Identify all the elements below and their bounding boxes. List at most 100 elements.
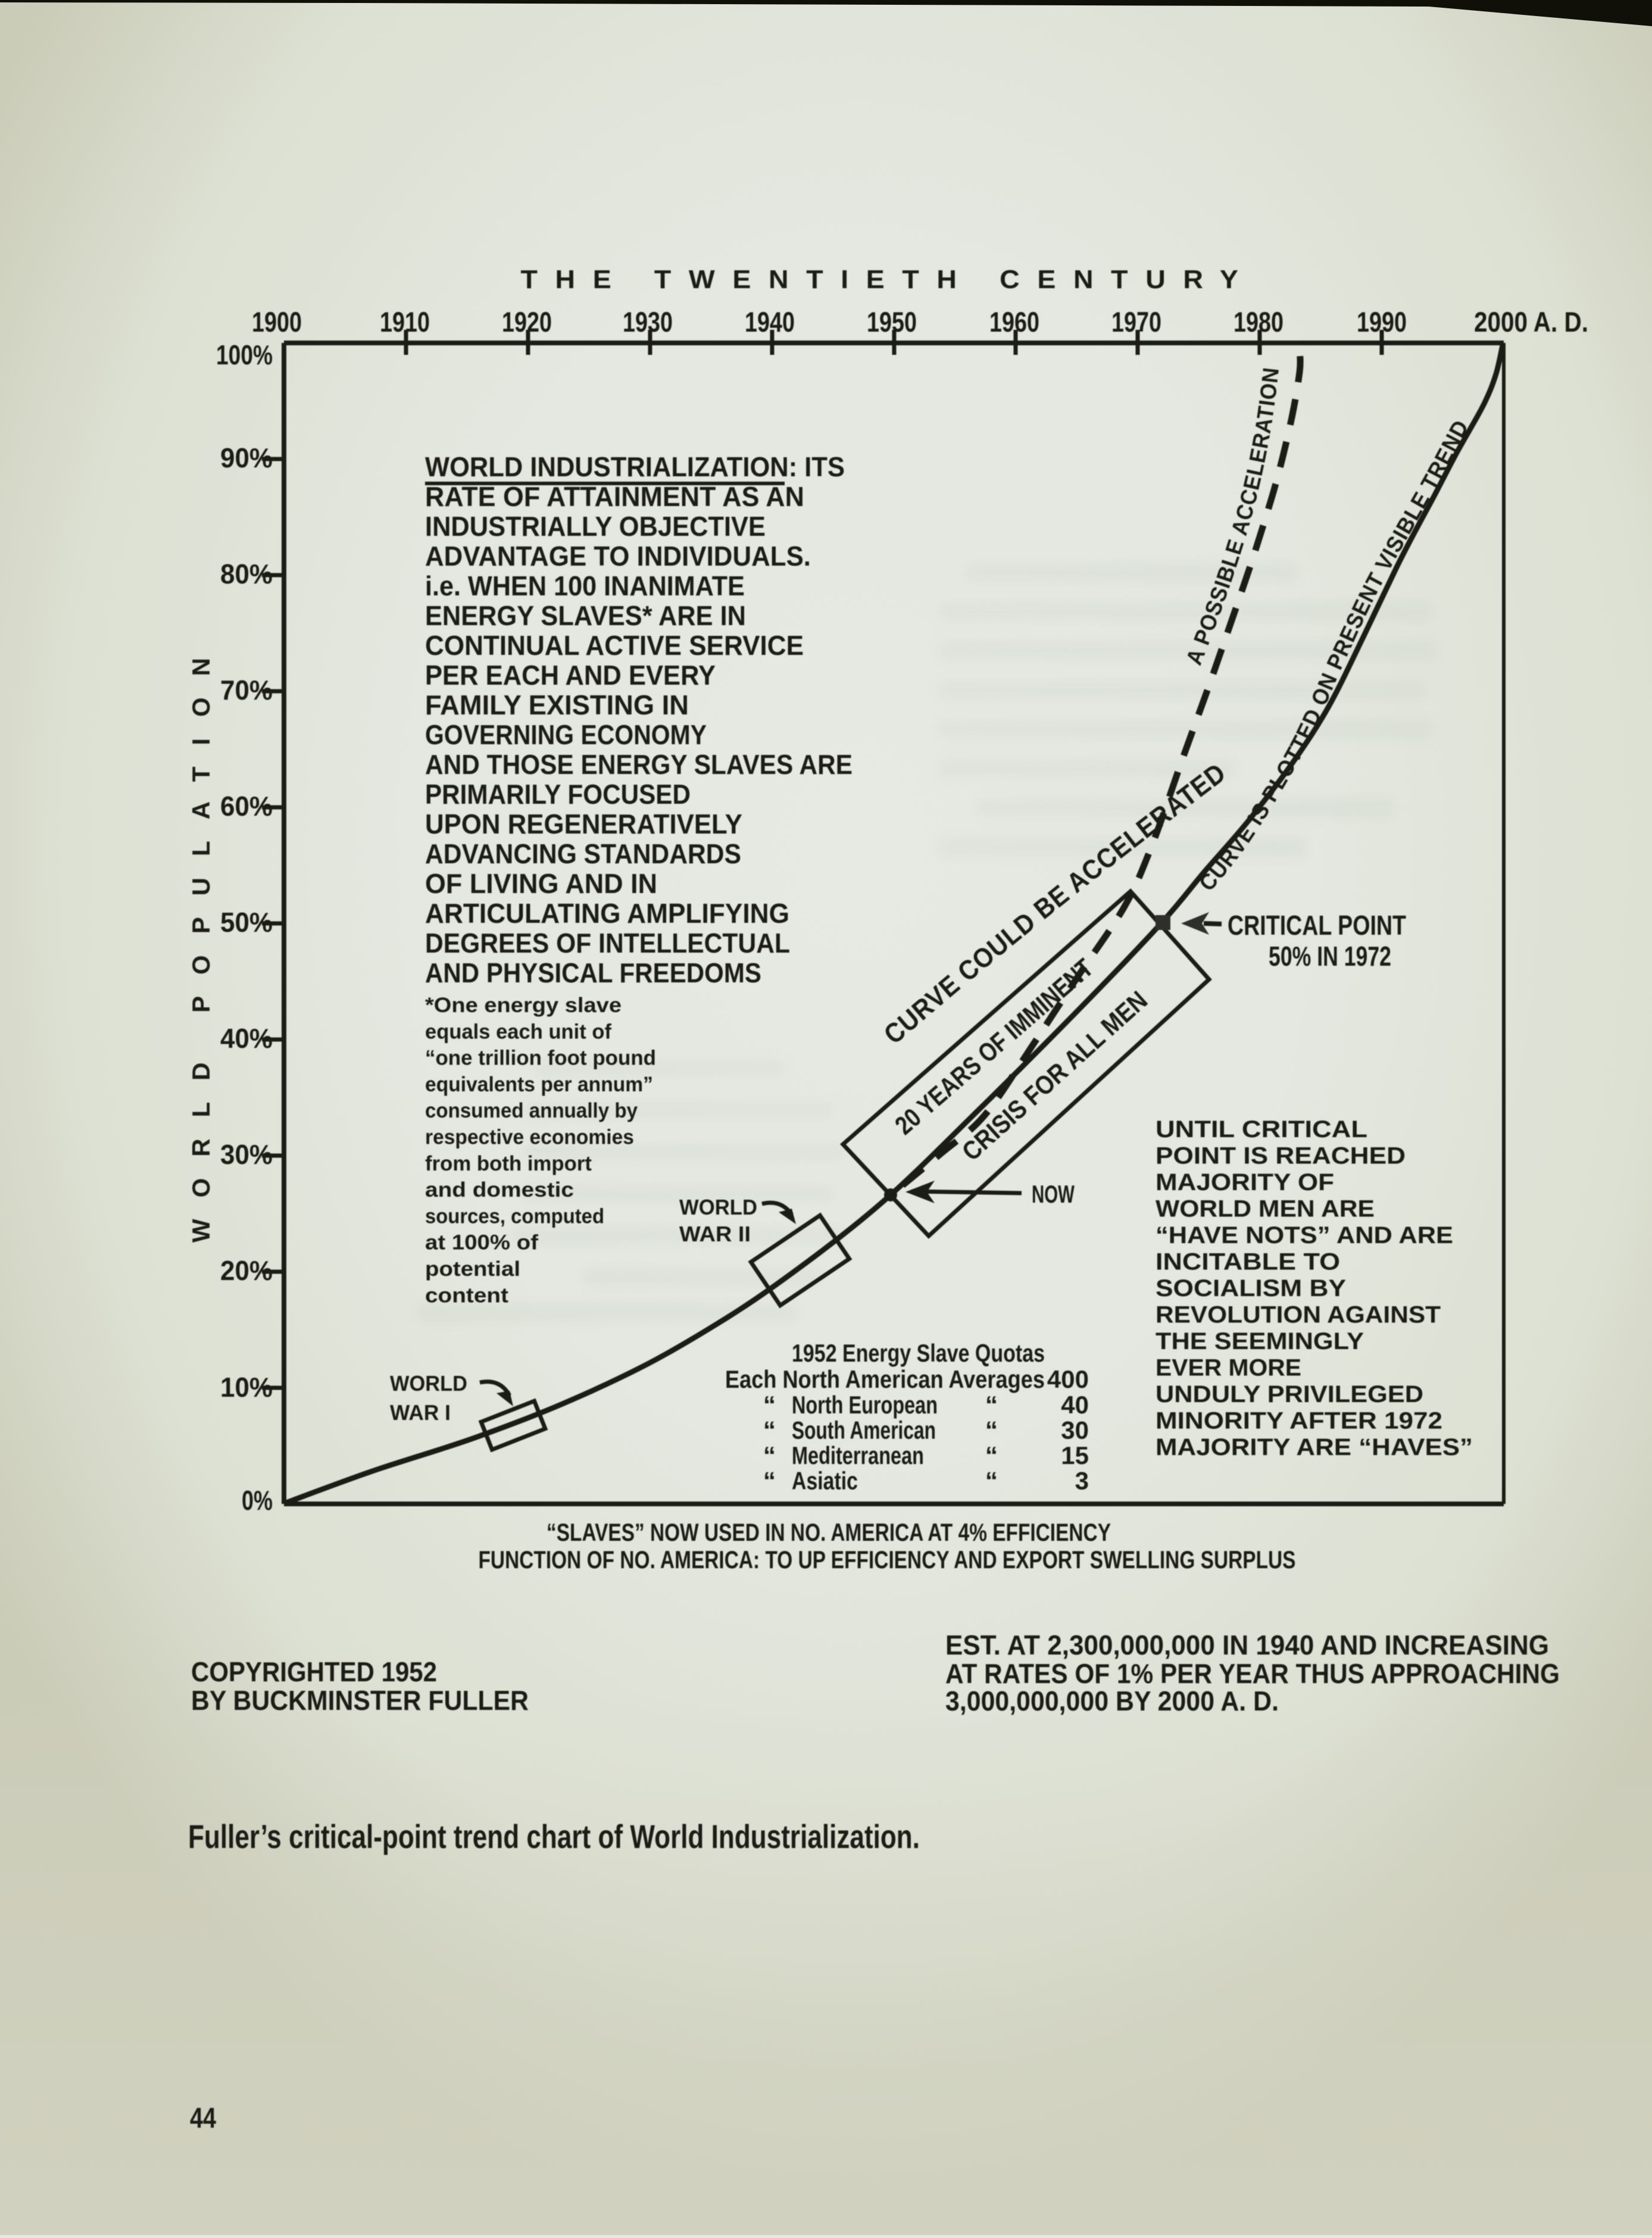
- svg-text:THE TWENTIETH CENTURY: THE TWENTIETH CENTURY: [521, 265, 1256, 294]
- svg-text:1960: 1960: [989, 306, 1039, 338]
- svg-text:South American: South American: [792, 1416, 936, 1444]
- svg-text:AND PHYSICAL FREEDOMS: AND PHYSICAL FREEDOMS: [425, 957, 761, 988]
- svg-text:PRIMARILY FOCUSED: PRIMARILY FOCUSED: [425, 779, 691, 810]
- svg-text:i.e. WHEN 100 INANIMATE: i.e. WHEN 100 INANIMATE: [425, 570, 745, 601]
- svg-text:1980: 1980: [1233, 306, 1283, 338]
- svg-text:WORLD INDUSTRIALIZATION: ITS: WORLD INDUSTRIALIZATION: ITS: [425, 451, 845, 482]
- svg-text:“SLAVES” NOW USED IN NO. AMERI: “SLAVES” NOW USED IN NO. AMERICA AT 4% E…: [546, 1518, 1111, 1546]
- svg-text:WAR I: WAR I: [390, 1400, 451, 1425]
- svg-text:Mediterranean: Mediterranean: [792, 1441, 924, 1469]
- svg-text:ARTICULATING AMPLIFYING: ARTICULATING AMPLIFYING: [425, 898, 789, 929]
- svg-text:AT RATES OF 1% PER YEAR THUS A: AT RATES OF 1% PER YEAR THUS APPROACHING: [945, 1658, 1560, 1689]
- svg-text:WORLD: WORLD: [679, 1195, 757, 1219]
- svg-text:50%: 50%: [220, 907, 273, 938]
- svg-text:INCITABLE TO: INCITABLE TO: [1156, 1249, 1340, 1275]
- svg-text:3: 3: [1075, 1467, 1089, 1495]
- svg-text:AND THOSE ENERGY SLAVES ARE: AND THOSE ENERGY SLAVES ARE: [425, 749, 852, 780]
- svg-text:and domestic: and domestic: [425, 1178, 574, 1201]
- svg-text:“: “: [985, 1416, 998, 1444]
- svg-text:“: “: [763, 1416, 776, 1444]
- svg-text:1990: 1990: [1357, 306, 1407, 338]
- svg-text:sources, computed: sources, computed: [425, 1204, 604, 1228]
- svg-text:POINT IS REACHED: POINT IS REACHED: [1156, 1143, 1406, 1169]
- svg-text:WORLD MEN ARE: WORLD MEN ARE: [1156, 1196, 1375, 1222]
- svg-text:*One energy slave: *One energy slave: [425, 994, 622, 1017]
- svg-text:60%: 60%: [220, 791, 273, 822]
- svg-text:COPYRIGHTED 1952: COPYRIGHTED 1952: [191, 1656, 437, 1687]
- svg-text:1940: 1940: [745, 306, 795, 338]
- svg-text:equals each unit of: equals each unit of: [425, 1020, 611, 1043]
- svg-text:30%: 30%: [220, 1139, 273, 1170]
- svg-text:1900: 1900: [252, 306, 302, 338]
- svg-text:“: “: [985, 1391, 998, 1419]
- svg-text:3,000,000,000 BY 2000 A. D.: 3,000,000,000 BY 2000 A. D.: [945, 1685, 1279, 1716]
- svg-text:THE SEEMINGLY: THE SEEMINGLY: [1156, 1328, 1364, 1354]
- svg-text:Fuller’s critical-point trend: Fuller’s critical-point trend chart of W…: [188, 1818, 920, 1855]
- svg-text:EVER MORE: EVER MORE: [1156, 1355, 1301, 1381]
- svg-text:Each North American Averages: Each North American Averages: [725, 1365, 1045, 1393]
- svg-text:1952 Energy Slave Quotas: 1952 Energy Slave Quotas: [792, 1339, 1045, 1367]
- svg-text:consumed annually by: consumed annually by: [425, 1099, 638, 1122]
- svg-text:respective economies: respective economies: [425, 1126, 634, 1149]
- svg-text:ENERGY SLAVES* ARE IN: ENERGY SLAVES* ARE IN: [425, 600, 746, 631]
- svg-text:1910: 1910: [380, 306, 430, 338]
- svg-text:OF LIVING AND IN: OF LIVING AND IN: [425, 868, 657, 899]
- svg-text:2000 A. D.: 2000 A. D.: [1474, 306, 1588, 338]
- svg-text:“: “: [763, 1391, 776, 1419]
- svg-text:REVOLUTION AGAINST: REVOLUTION AGAINST: [1156, 1302, 1441, 1328]
- svg-text:North European: North European: [792, 1391, 938, 1419]
- svg-text:from both import: from both import: [425, 1152, 592, 1175]
- svg-text:1920: 1920: [502, 306, 552, 338]
- svg-text:80%: 80%: [220, 558, 273, 589]
- svg-text:SOCIALISM BY: SOCIALISM BY: [1156, 1275, 1346, 1301]
- svg-text:UPON REGENERATIVELY: UPON REGENERATIVELY: [425, 809, 742, 839]
- svg-text:70%: 70%: [220, 675, 273, 706]
- svg-text:“: “: [763, 1467, 776, 1495]
- svg-text:0%: 0%: [242, 1485, 273, 1516]
- svg-text:10%: 10%: [220, 1372, 273, 1403]
- svg-text:PER EACH AND EVERY: PER EACH AND EVERY: [425, 660, 716, 691]
- svg-text:NOW: NOW: [1032, 1180, 1075, 1208]
- svg-text:BY BUCKMINSTER FULLER: BY BUCKMINSTER FULLER: [191, 1685, 529, 1716]
- svg-text:1930: 1930: [623, 306, 673, 338]
- svg-text:15: 15: [1061, 1441, 1089, 1469]
- svg-text:MAJORITY ARE “HAVES”: MAJORITY ARE “HAVES”: [1156, 1434, 1473, 1460]
- svg-text:UNTIL CRITICAL: UNTIL CRITICAL: [1156, 1116, 1367, 1143]
- svg-text:potential: potential: [425, 1257, 520, 1281]
- svg-text:RATE OF ATTAINMENT AS AN: RATE OF ATTAINMENT AS AN: [425, 481, 804, 512]
- svg-text:CONTINUAL ACTIVE SERVICE: CONTINUAL ACTIVE SERVICE: [425, 630, 804, 661]
- svg-text:FUNCTION OF NO. AMERICA: TO U: FUNCTION OF NO. AMERICA: TO UP EFFICIENC…: [479, 1546, 1296, 1574]
- svg-text:400: 400: [1047, 1365, 1089, 1393]
- svg-text:DEGREES OF INTELLECTUAL: DEGREES OF INTELLECTUAL: [425, 928, 790, 959]
- svg-text:“one trillion foot pound: “one trillion foot pound: [425, 1047, 656, 1070]
- svg-text:“: “: [985, 1467, 998, 1495]
- svg-text:WORLD: WORLD: [390, 1371, 467, 1396]
- svg-text:FAMILY EXISTING IN: FAMILY EXISTING IN: [425, 689, 689, 720]
- svg-text:UNDULY PRIVILEGED: UNDULY PRIVILEGED: [1156, 1381, 1423, 1407]
- svg-text:content: content: [425, 1284, 508, 1307]
- svg-text:MAJORITY OF: MAJORITY OF: [1156, 1169, 1334, 1196]
- svg-text:MINORITY AFTER 1972: MINORITY AFTER 1972: [1156, 1408, 1442, 1434]
- svg-text:CRITICAL POINT: CRITICAL POINT: [1228, 910, 1406, 941]
- svg-text:44: 44: [190, 2103, 216, 2134]
- svg-text:“HAVE NOTS” AND ARE: “HAVE NOTS” AND ARE: [1156, 1222, 1453, 1248]
- svg-text:Asiatic: Asiatic: [792, 1467, 858, 1495]
- svg-text:EST. AT 2,300,000,000 IN 1940: EST. AT 2,300,000,000 IN 1940 AND INCREA…: [945, 1630, 1549, 1660]
- svg-text:40%: 40%: [220, 1023, 273, 1054]
- svg-text:90%: 90%: [220, 442, 273, 473]
- svg-text:WORLD POPULATION: WORLD POPULATION: [187, 640, 215, 1243]
- svg-text:50% IN 1972: 50% IN 1972: [1269, 941, 1391, 972]
- svg-text:20%: 20%: [220, 1255, 273, 1286]
- svg-text:ADVANTAGE TO INDIVIDUALS.: ADVANTAGE TO INDIVIDUALS.: [425, 541, 811, 572]
- svg-text:INDUSTRIALLY OBJECTIVE: INDUSTRIALLY OBJECTIVE: [425, 511, 766, 542]
- svg-text:GOVERNING ECONOMY: GOVERNING ECONOMY: [425, 719, 707, 750]
- svg-text:at 100% of: at 100% of: [425, 1231, 538, 1254]
- svg-text:30: 30: [1061, 1416, 1089, 1444]
- svg-text:equivalents per annum”: equivalents per annum”: [425, 1073, 653, 1096]
- svg-text:1950: 1950: [867, 306, 917, 338]
- svg-text:40: 40: [1061, 1391, 1089, 1419]
- svg-text:ADVANCING STANDARDS: ADVANCING STANDARDS: [425, 838, 741, 869]
- svg-text:“: “: [763, 1441, 776, 1469]
- svg-text:1970: 1970: [1111, 306, 1161, 338]
- svg-text:100%: 100%: [216, 339, 273, 370]
